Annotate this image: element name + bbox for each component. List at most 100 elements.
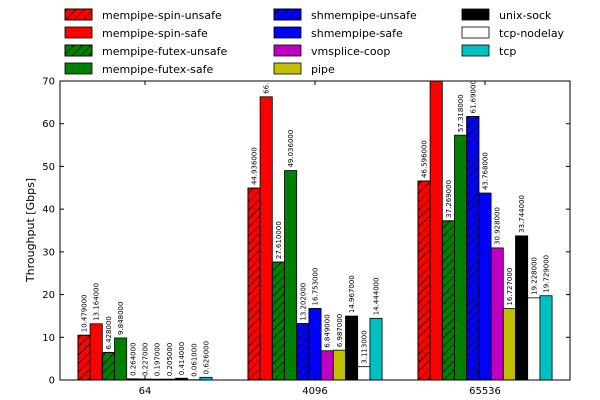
data-label: 0.227000 [142,343,150,376]
bar-mempipe-futex-safe-4096 [284,170,298,380]
data-label: 10.479000 [81,294,89,332]
legend-swatch [273,62,302,75]
legend-item-tcp-nodelay: tcp-nodelay [461,26,565,40]
bar-mempipe-spin-safe-65536 [429,81,443,380]
bar-shmempipe-safe-4096 [308,308,322,380]
legend-item-mempipe-futex-safe: mempipe-futex-safe [64,62,214,76]
legend-swatch [273,44,302,57]
y-tick-label: 60 [42,119,55,130]
legend-label: mempipe-futex-unsafe [102,45,227,58]
data-label: 13.202000 [299,283,307,321]
legend-swatch [64,26,93,39]
bar-hatch-mempipe-spin-unsafe-4096 [247,187,261,380]
y-tick-label: 30 [42,247,55,258]
data-label: 14.967000 [348,275,356,313]
data-label: 0.626000 [203,341,211,374]
bar-hatch-mempipe-spin-unsafe-65536 [417,180,431,380]
legend-item-shmempipe-safe: shmempipe-safe [273,26,403,40]
bar-hatch-shmempipe-unsafe-65536 [466,116,480,380]
bar-pipe-65536 [502,308,516,380]
data-label: 37.269000 [445,180,453,218]
plot-frame [59,80,571,381]
data-label: 19.729000 [543,255,551,293]
x-tick-label: 4096 [302,386,327,397]
bar-unix-sock-4096 [345,315,359,380]
legend-swatch [461,44,490,57]
y-tick-label: 20 [42,290,55,301]
legend-label: tcp-nodelay [499,27,565,40]
data-label: 16.727000 [506,268,514,306]
x-tick-label: 64 [139,386,152,397]
y-tick-label: 40 [42,205,55,216]
legend-label: mempipe-spin-unsafe [102,9,222,22]
data-label: 19.228000 [530,257,538,295]
data-label: 46.596000 [421,140,429,178]
data-label: 0.264000 [129,342,137,375]
bar-hatch-mempipe-futex-unsafe-64 [101,352,115,380]
legend-item-mempipe-spin-safe: mempipe-spin-safe [64,26,208,40]
bar-vmsplice-coop-65536 [490,247,504,380]
data-label: 3.113000 [360,330,368,363]
data-label: 33.744000 [518,195,526,233]
bar-pipe-4096 [332,349,346,380]
x-tick-label: 65536 [469,386,501,397]
legend-item-mempipe-spin-unsafe: mempipe-spin-unsafe [64,8,222,22]
legend-swatch [461,8,490,21]
legend-label: pipe [311,63,335,76]
data-label: 57.318000 [457,94,465,132]
data-label: 30.928000 [494,207,502,245]
legend-swatch-hatch [64,44,93,57]
y-tick-label: 50 [42,162,55,173]
legend-item-vmsplice-coop: vmsplice-coop [273,44,390,58]
bar-tcp-nodelay-65536 [527,297,541,380]
legend-label: tcp [499,45,516,58]
data-label: 13.164000 [93,283,101,321]
legend-swatch [64,62,93,75]
legend-item-shmempipe-unsafe: shmempipe-unsafe [273,8,417,22]
legend-label: unix-sock [499,9,552,22]
legend-item-mempipe-futex-unsafe: mempipe-futex-unsafe [64,44,227,58]
bar-mempipe-spin-safe-4096 [259,96,273,380]
legend: mempipe-spin-unsafe mempipe-spin-safe memp… [64,8,565,76]
bar-mempipe-spin-safe-64 [89,323,103,380]
legend-label: mempipe-spin-safe [102,27,208,40]
legend-label: shmempipe-unsafe [311,9,417,22]
data-label: 0.414000 [178,342,186,375]
legend-swatch [461,26,490,39]
bar-tcp-4096 [369,317,383,380]
legend-item-unix-sock: unix-sock [461,8,552,22]
data-label: 14.444000 [373,277,381,315]
bar-hatch-shmempipe-unsafe-4096 [296,323,310,380]
legend-item-tcp: tcp [461,44,516,58]
legend-swatch [273,26,302,39]
data-label: 61.69000 [469,80,477,113]
data-label: 66. [263,83,271,94]
bar-hatch-mempipe-futex-unsafe-4096 [271,261,285,380]
data-label: 0.205000 [166,343,174,376]
legend-label: shmempipe-safe [311,27,403,40]
bar-shmempipe-safe-65536 [478,192,492,380]
legend-swatch-hatch [273,8,302,21]
bar-vmsplice-coop-4096 [320,350,334,380]
data-label: 27.610000 [275,221,283,259]
data-label: 6.428000 [105,316,113,349]
data-label: 0.061000 [190,343,198,376]
bar-tcp-nodelay-4096 [357,366,371,380]
data-label: 49.036000 [287,130,295,168]
legend-label: mempipe-futex-safe [102,63,214,76]
data-label: 6.987000 [336,314,344,347]
bar-mempipe-futex-safe-64 [114,337,128,380]
legend-label: vmsplice-coop [311,45,390,58]
legend-item-pipe: pipe [273,62,335,76]
bar-tcp-65536 [539,295,553,380]
y-tick-label: 10 [42,333,55,344]
y-tick-label: 70 [42,77,55,88]
legend-swatch-hatch [64,8,93,21]
data-label: 6.849000 [324,314,332,347]
y-tick-label: 0 [49,376,55,387]
y-axis-title: Throughput [Gbps] [24,178,37,283]
data-label: 9.848000 [117,302,125,335]
data-label: 43.768000 [482,152,490,190]
data-label: 44.936000 [251,147,259,185]
plot-area: 0 10 20 30 40 50 60 70 10.479000 13.164000 6.42800… [42,77,571,397]
